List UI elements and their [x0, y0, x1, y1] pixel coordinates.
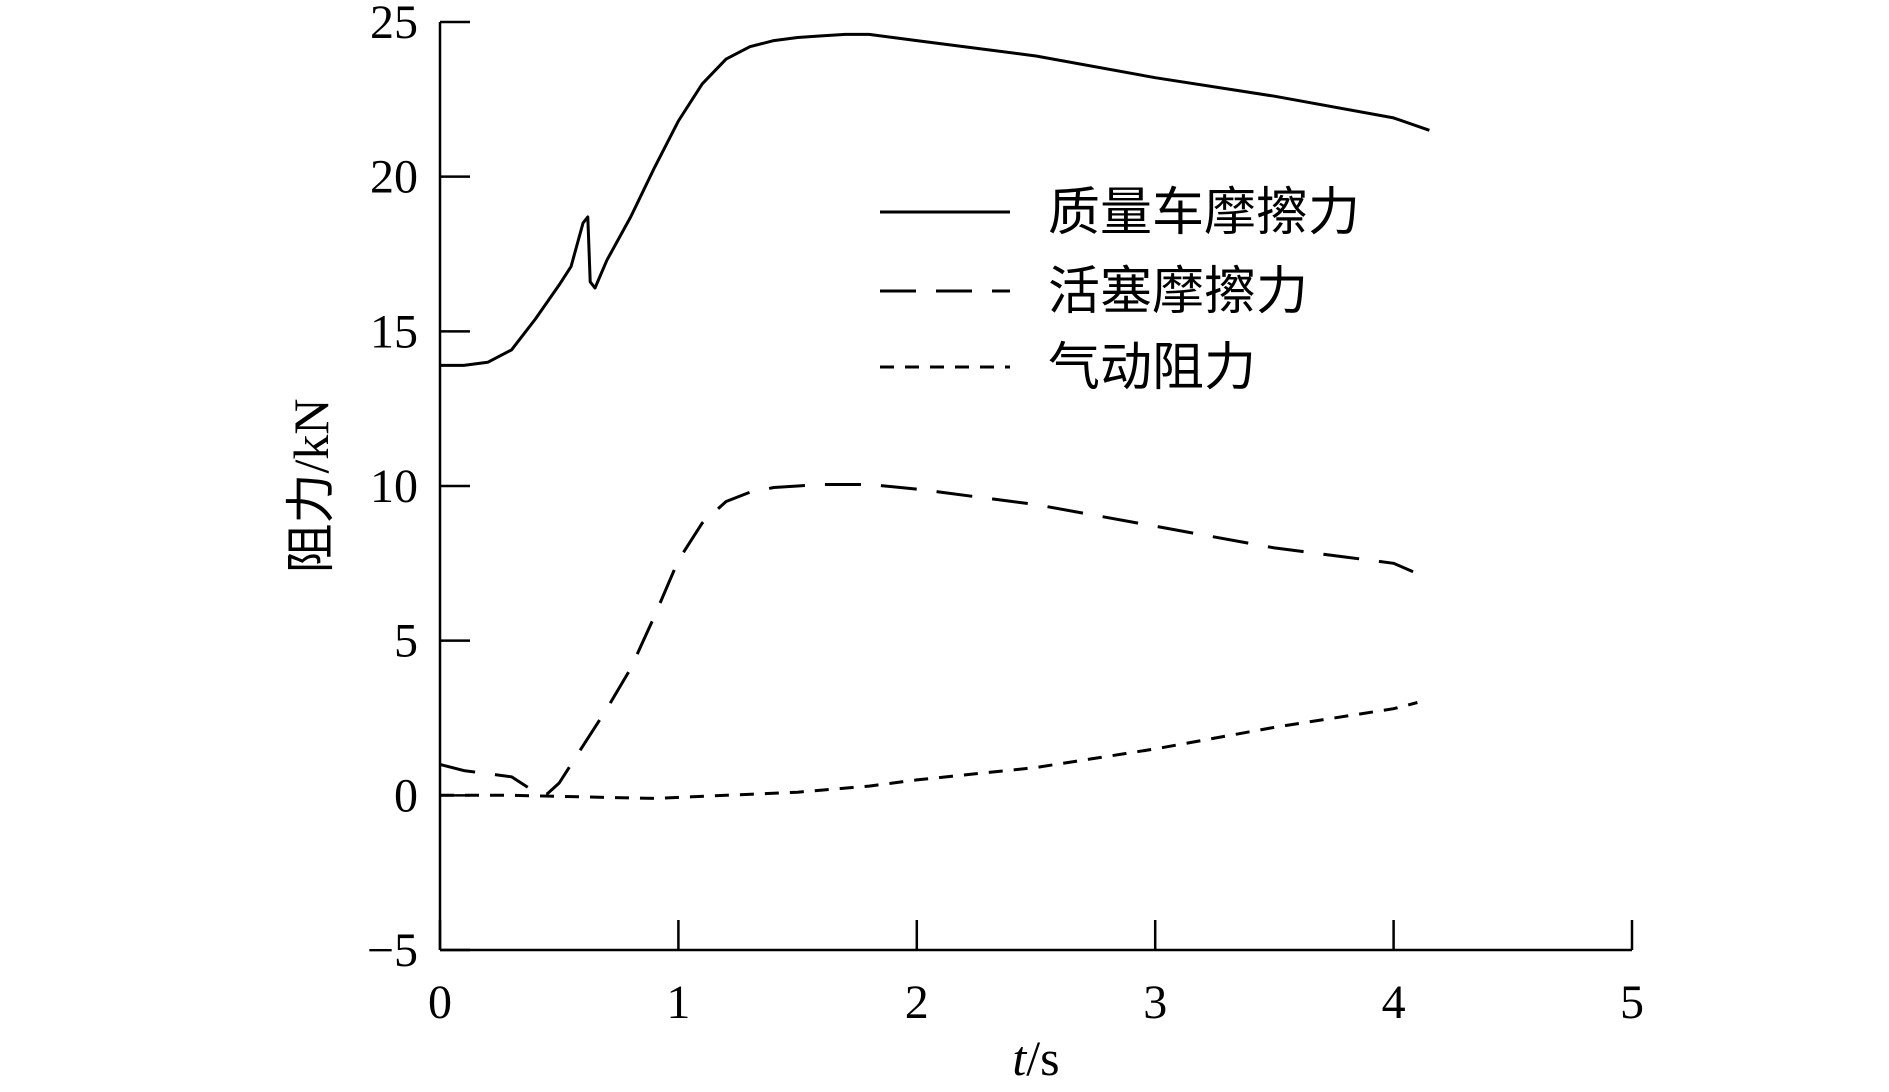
x-tick-label: 4: [1382, 976, 1406, 1029]
y-tick-label: 25: [370, 0, 418, 49]
y-tick-label: 5: [394, 615, 418, 668]
x-axis-title-variable: t: [1012, 1030, 1027, 1086]
x-axis-title: t/s: [1012, 1030, 1059, 1086]
x-tick-label: 3: [1143, 976, 1167, 1029]
legend-label-3: 气动阻力: [1048, 340, 1256, 397]
y-axis-title: 阻力/kN: [283, 399, 339, 574]
x-tick-label: 1: [666, 976, 690, 1029]
y-tick-label: −5: [367, 924, 418, 977]
axis-titles: t/s 阻力/kN: [283, 399, 1060, 1087]
legend-label-2: 活塞摩擦力: [1048, 264, 1308, 321]
x-tick-label: 2: [905, 976, 929, 1029]
y-tick-label: 0: [394, 769, 418, 822]
x-tick-label: 5: [1620, 976, 1644, 1029]
series-line-2: [439, 483, 1430, 796]
y-tick-label: 10: [370, 460, 418, 513]
x-tick-label: 0: [428, 976, 452, 1029]
series-line-3: [440, 701, 1418, 800]
series-line-1: [440, 32, 1430, 367]
y-tick-label: 15: [370, 305, 418, 358]
y-tick-label: 20: [370, 151, 418, 204]
series-lines: [439, 32, 1430, 800]
x-axis-title-unit: /s: [1026, 1030, 1059, 1086]
legend-label-1: 质量车摩擦力: [1048, 185, 1360, 242]
